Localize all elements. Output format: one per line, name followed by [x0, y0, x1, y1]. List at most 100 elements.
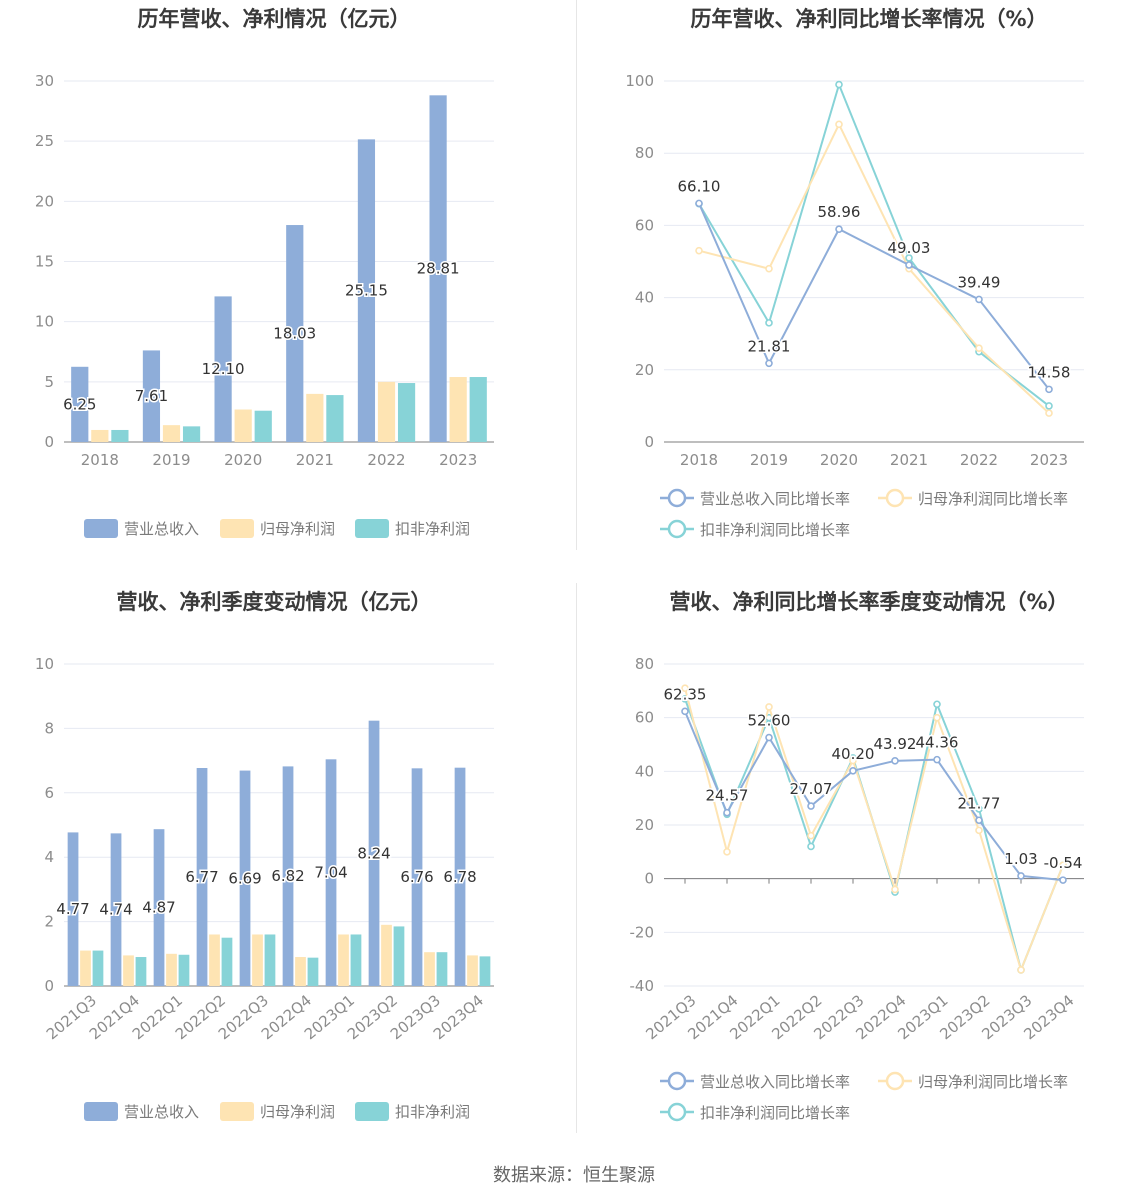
y-tick-label: 40: [635, 289, 654, 307]
line-data-label: 49.03: [888, 239, 931, 257]
bar-deducted-profit: [436, 952, 448, 986]
legend-swatch-marker: [885, 488, 905, 508]
bar-revenue: [196, 768, 208, 986]
series-point: [1045, 385, 1053, 394]
line-data-label: 24.57: [706, 787, 749, 805]
bar-deducted-profit: [479, 956, 491, 986]
x-tick-label: 2020: [224, 451, 262, 469]
bar-revenue: [454, 767, 466, 986]
y-tick-label: 20: [35, 192, 54, 210]
legend-label: 扣非净利润: [395, 520, 470, 538]
legend-swatch: [84, 519, 118, 538]
bar-data-label: 8.24: [357, 844, 390, 862]
x-tick-label: 2020: [820, 451, 858, 469]
bar-data-label: 6.25: [63, 395, 96, 413]
legend-label: 营业总收入: [124, 520, 199, 538]
panel-quarterly-revenue-profit: 营收、净利季度变动情况（亿元） 0 2 4 6 8 10 2021Q3 2021Q4 2022Q1…: [0, 583, 574, 1166]
series-point: [975, 344, 983, 352]
series-point: [765, 703, 773, 711]
bar-parent-profit: [252, 934, 263, 986]
bar-deducted-profit: [469, 377, 487, 442]
bar-revenue: [282, 766, 294, 986]
bar-deducted-profit: [397, 383, 416, 442]
series-point: [807, 831, 815, 840]
bar-data-label: 6.77: [185, 868, 218, 886]
legend-label: 归母净利润同比增长率: [918, 1073, 1068, 1091]
bar-data-label: 18.03: [273, 325, 316, 343]
series-point: [891, 885, 899, 894]
bar-data-label: 12.10: [202, 360, 245, 378]
bar-revenue: [67, 832, 79, 986]
series-point: [695, 199, 703, 208]
bar-deducted-profit: [111, 429, 129, 442]
x-tick-label: 2022: [960, 451, 998, 469]
series-point: [1045, 409, 1053, 417]
line-data-label: -0.54: [1044, 854, 1083, 872]
series-point: [933, 713, 941, 722]
series-point: [975, 816, 983, 825]
x-tick-label: 2019: [152, 451, 190, 469]
bar-revenue: [153, 829, 165, 986]
y-tick-label: -20: [630, 923, 655, 941]
line-data-label: 21.81: [748, 337, 791, 355]
series-point: [723, 808, 731, 817]
bar-data-label: 6.76: [400, 868, 433, 886]
series-line-parent-profit: [698, 122, 1050, 414]
bar-deducted-profit: [264, 934, 276, 986]
y-tick-label: 4: [44, 848, 54, 866]
series-point: [849, 756, 857, 765]
y-tick-label: 0: [44, 433, 54, 451]
line-data-label: 62.35: [664, 685, 707, 703]
bar-data-label: 4.77: [56, 900, 89, 918]
series-line-parent-profit: [684, 687, 1064, 973]
bar-revenue: [214, 296, 232, 442]
series-line-deducted-profit: [698, 81, 1050, 407]
bar-revenue: [71, 366, 89, 442]
line-data-label: 52.60: [748, 712, 791, 730]
bar-revenue: [429, 95, 447, 442]
legend-swatch: [220, 519, 254, 538]
y-tick-label: 60: [635, 216, 654, 234]
legend-label: 扣非净利润同比增长率: [700, 1104, 850, 1122]
chart-title: 营收、净利季度变动情况（亿元）: [117, 590, 432, 614]
series-point: [975, 826, 983, 835]
bar-parent-profit: [123, 955, 134, 986]
series-point: [681, 684, 689, 692]
y-tick-label: 20: [635, 816, 654, 834]
bar-deducted-profit: [326, 395, 344, 442]
series-line-revenue: [684, 710, 1064, 882]
panel-annual-growth-rate: 历年营收、净利同比增长率情况（%） 0 20 40 60 80 100 2018 2019 202…: [574, 0, 1148, 583]
vertical-divider-bottom: [576, 583, 577, 1133]
y-tick-label: 40: [635, 762, 654, 780]
y-tick-label: 2: [44, 913, 54, 931]
x-tick-label: 2023: [439, 451, 477, 469]
legend-swatch: [220, 1102, 254, 1121]
line-data-label: 14.58: [1028, 363, 1071, 381]
bar-parent-profit: [295, 957, 306, 986]
y-tick-label: 100: [625, 72, 654, 90]
x-tick-label: 2018: [81, 451, 119, 469]
series-point: [975, 295, 983, 304]
x-tick-label: 2018: [680, 451, 718, 469]
y-tick-label: 0: [644, 433, 654, 451]
legend-swatch: [84, 1102, 118, 1121]
quarterly-growth-rate-chart: 营收、净利同比增长率季度变动情况（%）-40-200204060802021Q3…: [630, 590, 1084, 1122]
series-point: [723, 848, 731, 856]
bar-data-label: 7.61: [135, 387, 168, 405]
bar-parent-profit: [338, 934, 349, 986]
series-point: [765, 359, 773, 368]
series-line-revenue: [698, 202, 1050, 390]
series-point: [905, 254, 913, 262]
bar-revenue: [286, 225, 304, 442]
series-point: [1045, 402, 1053, 410]
legend-swatch-marker: [667, 488, 687, 508]
series-point: [807, 842, 815, 851]
series-point: [765, 264, 773, 273]
line-data-label: 27.07: [790, 780, 833, 798]
bar-data-label: 6.69: [228, 869, 261, 887]
series-point: [765, 319, 773, 327]
x-tick-label: 2019: [750, 451, 788, 469]
bar-revenue: [239, 770, 251, 986]
series-point: [835, 225, 843, 233]
series-point: [1059, 876, 1067, 884]
